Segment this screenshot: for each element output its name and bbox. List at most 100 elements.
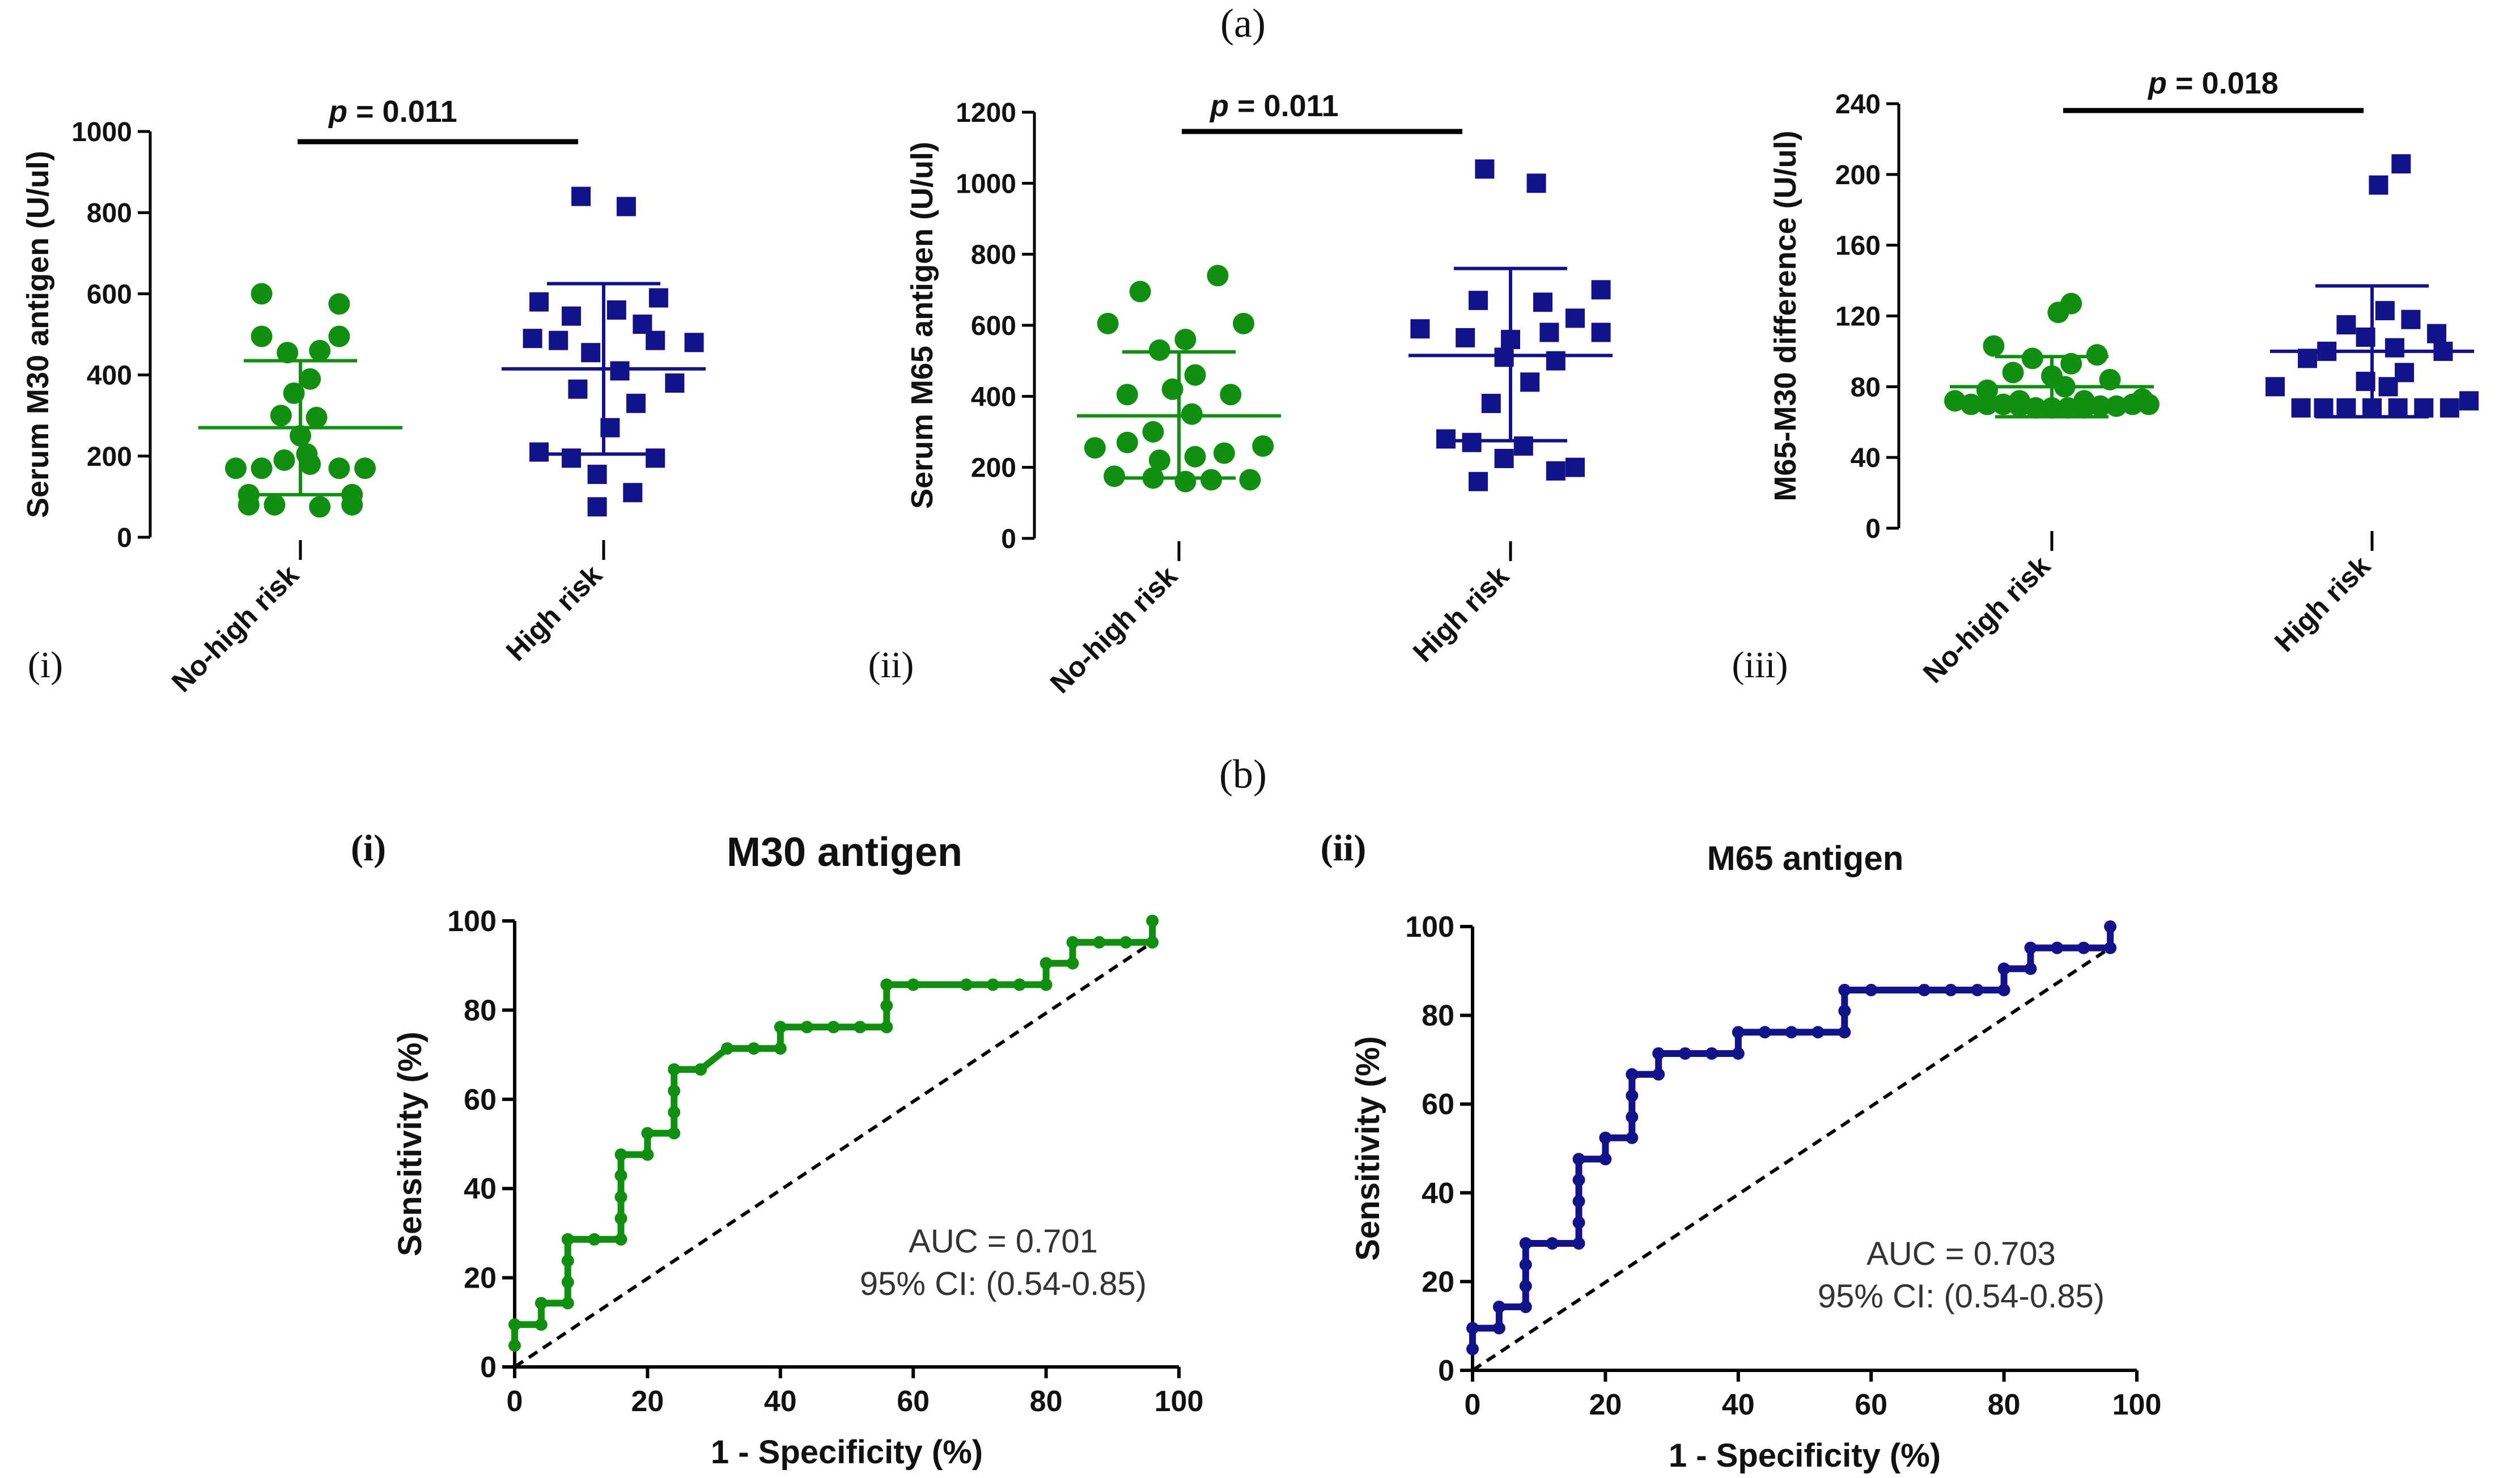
p-value-label: p = 0.011 <box>1209 89 1339 123</box>
y-axis-label: Serum M30 antigen (U/ul) <box>21 151 55 518</box>
y-tick-label: 400 <box>87 361 132 391</box>
data-point <box>1960 393 1982 415</box>
roc-point <box>561 1276 574 1289</box>
y-axis-label: Serum M65 antigen (U/ul) <box>905 142 939 509</box>
data-point <box>587 465 607 485</box>
roc-point <box>960 978 973 991</box>
p-number: = 0.011 <box>347 95 457 129</box>
data-point <box>1200 469 1222 491</box>
roc-point <box>774 1042 787 1055</box>
roc-point <box>1865 983 1878 996</box>
y-tick-label: 100 <box>447 905 497 938</box>
roc-point <box>1652 1047 1665 1060</box>
data-point <box>2440 398 2459 418</box>
y-tick-label: 200 <box>87 442 132 472</box>
data-point <box>1116 384 1138 406</box>
reference-line <box>514 941 1153 1369</box>
data-point <box>633 315 652 334</box>
roc-point <box>1705 1047 1718 1060</box>
chart-title: M30 antigen <box>727 830 962 875</box>
roc-point <box>1626 1068 1639 1081</box>
data-point <box>2057 397 2079 419</box>
data-point <box>648 288 668 308</box>
data-point <box>328 325 350 347</box>
data-point <box>1566 308 1585 328</box>
data-point <box>2073 397 2095 419</box>
roc-point <box>1626 1110 1639 1123</box>
roc-point <box>1838 1004 1851 1017</box>
data-point <box>2009 395 2030 417</box>
roc-point <box>668 1084 681 1097</box>
y-tick-label: 200 <box>971 453 1016 483</box>
roc-point <box>1519 1258 1532 1271</box>
data-point <box>225 457 247 479</box>
data-point <box>1148 339 1170 361</box>
data-point <box>1566 457 1585 477</box>
data-point <box>1591 280 1611 300</box>
category-label: High risk <box>2268 550 2377 658</box>
data-point <box>1084 437 1106 459</box>
y-tick-label: 600 <box>87 279 132 309</box>
chart-title: M65 antigen <box>1707 839 1904 877</box>
roc-point <box>1040 978 1053 991</box>
series-high-risk <box>502 186 706 517</box>
y-tick-label: 0 <box>480 1351 497 1384</box>
series-no-high-risk <box>1944 292 2160 419</box>
roc-point <box>1519 1237 1532 1250</box>
data-point <box>616 197 636 216</box>
data-point <box>1481 393 1501 413</box>
data-point <box>1526 173 1546 193</box>
p-letter: p <box>1209 89 1229 123</box>
y-tick-label: 60 <box>464 1084 497 1116</box>
roc-point <box>534 1318 548 1331</box>
x-tick-label: 0 <box>507 1385 523 1418</box>
y-tick-label: 400 <box>971 382 1016 412</box>
roc-point <box>668 1127 681 1140</box>
x-tick-label: 80 <box>1030 1385 1063 1418</box>
roc-point <box>614 1169 627 1182</box>
data-point <box>2459 391 2479 411</box>
data-point <box>309 339 331 362</box>
roc-b-ii: 0 20 40 60 80 100 0 20 40 60 80 100 1 - Specificity … <box>1321 827 2162 1474</box>
roc-point <box>2077 941 2090 954</box>
y-tick-label: 240 <box>1835 90 1881 120</box>
panel-label: (i) <box>351 827 386 869</box>
roc-point <box>1572 1216 1585 1229</box>
roc-point <box>1626 1089 1639 1102</box>
data-point <box>2336 315 2356 335</box>
x-tick-label: 40 <box>1722 1388 1755 1421</box>
roc-point <box>986 978 999 991</box>
data-point <box>2395 363 2414 383</box>
roc-point <box>668 1106 681 1119</box>
panel-label: (ii) <box>868 644 914 686</box>
data-point <box>1239 469 1261 491</box>
roc-point <box>1013 978 1026 991</box>
data-point <box>2388 398 2408 418</box>
roc-point <box>1040 957 1053 970</box>
data-point <box>2138 393 2160 415</box>
data-point <box>684 333 704 352</box>
y-tick-label: 120 <box>1835 302 1881 332</box>
y-tick-label: 200 <box>1835 160 1881 190</box>
roc-point <box>1997 962 2010 975</box>
data-point <box>309 496 331 518</box>
roc-point <box>1546 1237 1559 1250</box>
data-point <box>581 343 601 363</box>
roc-point <box>1917 983 1931 996</box>
data-point <box>2378 377 2398 397</box>
p-letter: p <box>328 95 347 129</box>
roc-point <box>1519 1301 1532 1314</box>
y-axis-label: Sensitivity (%) <box>392 1031 429 1256</box>
data-point <box>2047 301 2069 324</box>
data-point <box>1252 435 1274 457</box>
data-point <box>264 494 286 516</box>
data-point <box>328 457 350 479</box>
series-high-risk <box>1409 159 1613 491</box>
data-point <box>646 330 665 350</box>
data-point <box>251 283 273 305</box>
data-point <box>1181 403 1203 425</box>
x-tick-label: 20 <box>631 1385 664 1418</box>
y-tick-label: 1000 <box>71 117 132 147</box>
data-point <box>1944 390 1966 412</box>
data-point <box>2266 377 2285 397</box>
